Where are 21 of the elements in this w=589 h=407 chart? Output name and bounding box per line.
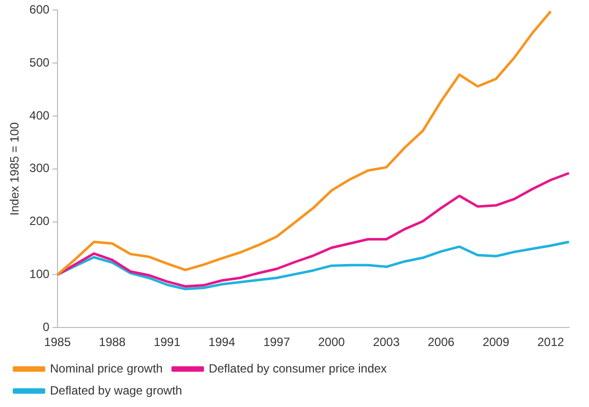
x-tick-label: 1985 [44, 335, 72, 350]
x-tick-label: 2012 [537, 335, 564, 350]
y-tick-label: 600 [29, 2, 50, 17]
legend-label: Deflated by consumer price index [208, 361, 387, 376]
y-tick-label: 400 [29, 108, 50, 122]
y-tick-label: 500 [29, 55, 50, 70]
x-tick-label: 2000 [318, 335, 346, 350]
x-tick-label: 1994 [208, 335, 236, 350]
y-tick-label: 100 [29, 267, 50, 282]
y-axis-title: Index 1985 = 100 [8, 122, 22, 216]
x-tick-label: 1991 [154, 335, 181, 350]
x-tick-label: 1988 [98, 335, 126, 350]
x-tick-label: 2009 [482, 335, 510, 350]
x-tick-label: 1997 [263, 335, 290, 350]
y-tick-label: 300 [29, 161, 50, 176]
y-tick-label: 200 [29, 214, 50, 228]
legend-label: Nominal price growth [50, 361, 163, 376]
x-tick-label: 2006 [428, 335, 455, 350]
legend-label: Deflated by wage growth [50, 383, 182, 398]
y-tick-label: 0 [42, 320, 50, 334]
x-tick-label: 2003 [372, 335, 400, 350]
